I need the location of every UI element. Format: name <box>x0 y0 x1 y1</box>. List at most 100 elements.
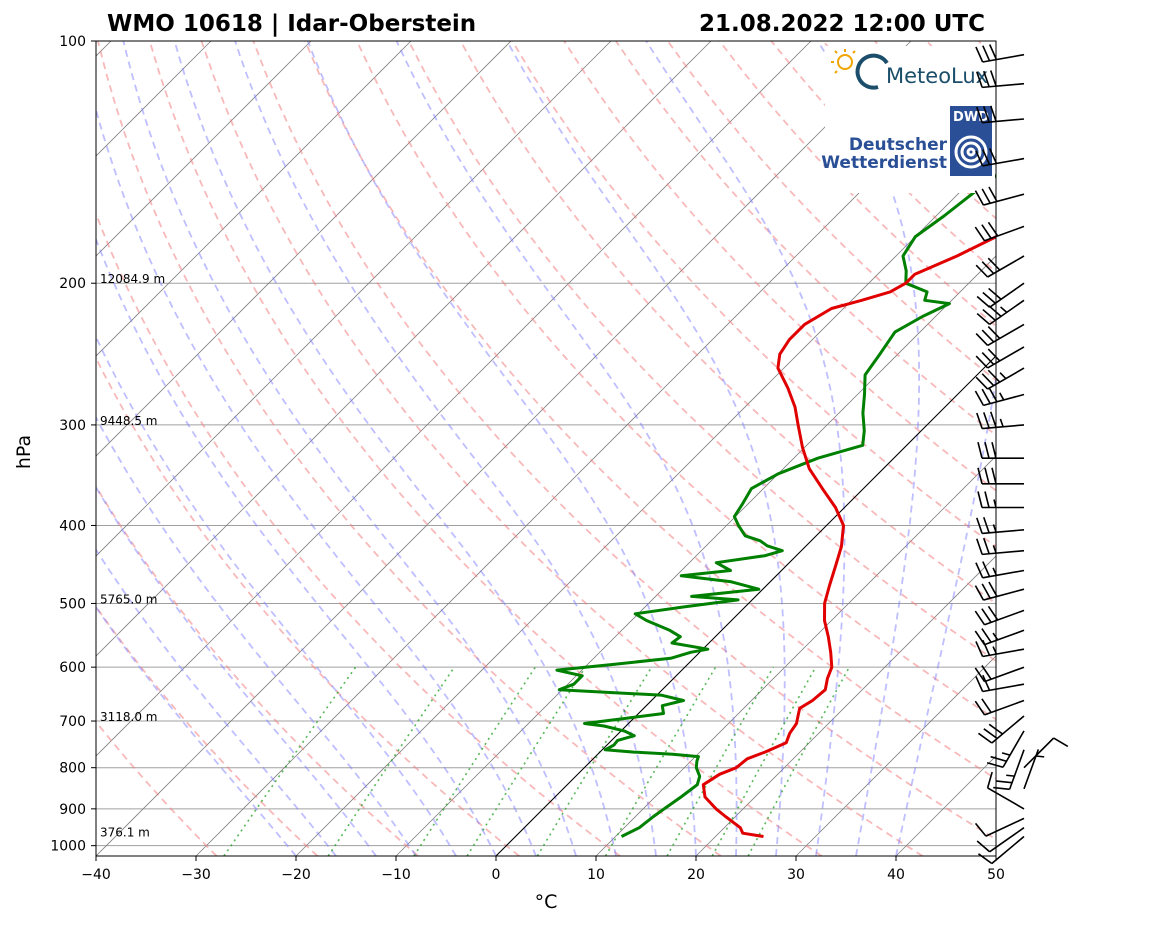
wind-barb <box>976 282 1025 308</box>
wind-barb-half-feather <box>1000 306 1008 313</box>
wind-barb <box>976 516 1025 535</box>
wind-barb <box>1023 749 1045 790</box>
wind-barb-feather <box>982 308 996 321</box>
wind-barb-feather <box>976 295 991 308</box>
moist-adiabat-line <box>122 41 577 856</box>
dry-adiabat-line <box>97 41 722 856</box>
isotherm-line <box>695 555 996 856</box>
wind-barb-feather <box>991 467 997 484</box>
wind-barb <box>974 605 1025 626</box>
wind-barb-feather <box>982 106 990 123</box>
wind-barb-feather <box>988 44 998 60</box>
wind-barb-feather <box>981 608 992 623</box>
wind-barb-feather <box>978 853 993 865</box>
wind-barb-feather <box>989 70 997 87</box>
wind-barb-feather <box>978 732 993 744</box>
height-label: 5765.0 m <box>100 592 158 606</box>
wind-barb-feather <box>984 491 990 508</box>
isotherm-line <box>96 41 812 757</box>
mixing-ratio-line <box>223 666 357 856</box>
y-axis-label: hPa <box>13 435 35 469</box>
wind-barb-shaft <box>1008 749 1025 790</box>
wind-barb-feather <box>988 148 998 164</box>
wind-barb-shaft <box>989 282 1025 308</box>
wind-barb <box>976 299 1025 326</box>
wind-barb-shaft <box>987 787 1025 810</box>
wind-barb-feather <box>981 224 992 239</box>
x-tick-label: 10 <box>587 867 605 883</box>
wind-barb <box>977 467 1024 485</box>
wind-barb <box>974 817 1025 837</box>
dwd-badge <box>950 106 992 176</box>
wind-barb-feather <box>975 264 989 278</box>
wind-barb <box>976 70 1025 89</box>
wind-barb-shaft <box>1002 730 1025 768</box>
wind-barb <box>993 749 1025 791</box>
wind-barb-feather <box>987 325 1001 339</box>
wind-barb <box>974 221 1025 242</box>
wind-barb-feather <box>974 226 986 242</box>
y-tick-label: 300 <box>59 418 86 434</box>
sounding-profiles <box>555 173 996 838</box>
wind-barb-feather <box>981 261 995 275</box>
dwd-text-line2: Wetterdienst <box>821 153 947 173</box>
meteolux-logo-text: MeteoLux <box>886 64 988 88</box>
y-tick-label: 500 <box>59 596 86 612</box>
height-label: 376.1 m <box>100 825 150 839</box>
dwd-spiral-icon <box>954 135 988 169</box>
y-tick-label: 200 <box>59 276 86 292</box>
wind-barb-feather <box>974 390 985 406</box>
moist-adiabat-line <box>96 548 337 856</box>
mixing-ratio-line <box>536 666 653 856</box>
wind-barb-feather <box>982 149 991 166</box>
y-tick-label: 400 <box>59 518 86 534</box>
wind-barb-half-feather <box>992 524 997 533</box>
wind-barb-feather <box>976 538 983 555</box>
mixing-ratio-line <box>711 666 817 856</box>
wind-barb-shaft <box>982 683 1025 693</box>
height-label: 3118.0 m <box>100 710 158 724</box>
wind-barb-feather <box>977 442 983 459</box>
wind-barb-feather <box>984 442 990 459</box>
wind-barb-feather <box>1053 737 1069 748</box>
mixing-ratio-line <box>466 666 587 856</box>
wind-barb-feather <box>974 700 986 716</box>
isotherm-line <box>96 41 712 657</box>
dry-adiabat-line <box>615 41 996 437</box>
wind-barb-feather <box>989 411 997 428</box>
height-label: 12084.9 m <box>100 272 165 286</box>
x-tick-label: −40 <box>81 867 111 883</box>
wind-barb-feather <box>981 698 992 713</box>
wind-barb <box>975 255 1025 278</box>
wind-barbs <box>974 44 1069 865</box>
y-tick-label: 700 <box>59 714 86 730</box>
moist-adiabat-line <box>506 41 786 856</box>
wind-barb-feather <box>981 583 991 599</box>
wind-barb <box>974 665 1025 683</box>
wind-barb-feather <box>981 329 995 343</box>
wind-barb-feather <box>981 373 995 387</box>
wind-barb-feather <box>988 386 998 403</box>
wind-barb <box>1023 737 1069 769</box>
wind-barb-feather <box>987 605 999 621</box>
moist-adiabat-line <box>96 237 497 856</box>
temperature-profile-line <box>701 235 996 838</box>
wind-barb-feather <box>976 71 983 88</box>
wind-barb-half-feather <box>1006 774 1015 777</box>
wind-barb <box>977 491 1024 509</box>
wind-barb-feather <box>981 388 991 404</box>
wind-barb-feather <box>993 786 1010 791</box>
wind-barb-feather <box>981 628 992 643</box>
wind-barb-feather <box>976 106 983 123</box>
wind-barb-feather <box>981 188 991 204</box>
wind-barb-feather <box>987 348 1001 362</box>
wind-barb-shaft <box>982 648 1025 658</box>
wind-barb-half-feather <box>992 567 998 576</box>
parcel-line <box>495 355 996 856</box>
wind-barb-feather <box>986 761 1004 769</box>
wind-barb <box>976 827 1025 853</box>
dry-adiabat-line <box>96 605 319 856</box>
wind-barb-feather <box>974 585 985 601</box>
x-tick-label: −10 <box>381 867 411 883</box>
wind-barb-shaft <box>984 609 1025 626</box>
